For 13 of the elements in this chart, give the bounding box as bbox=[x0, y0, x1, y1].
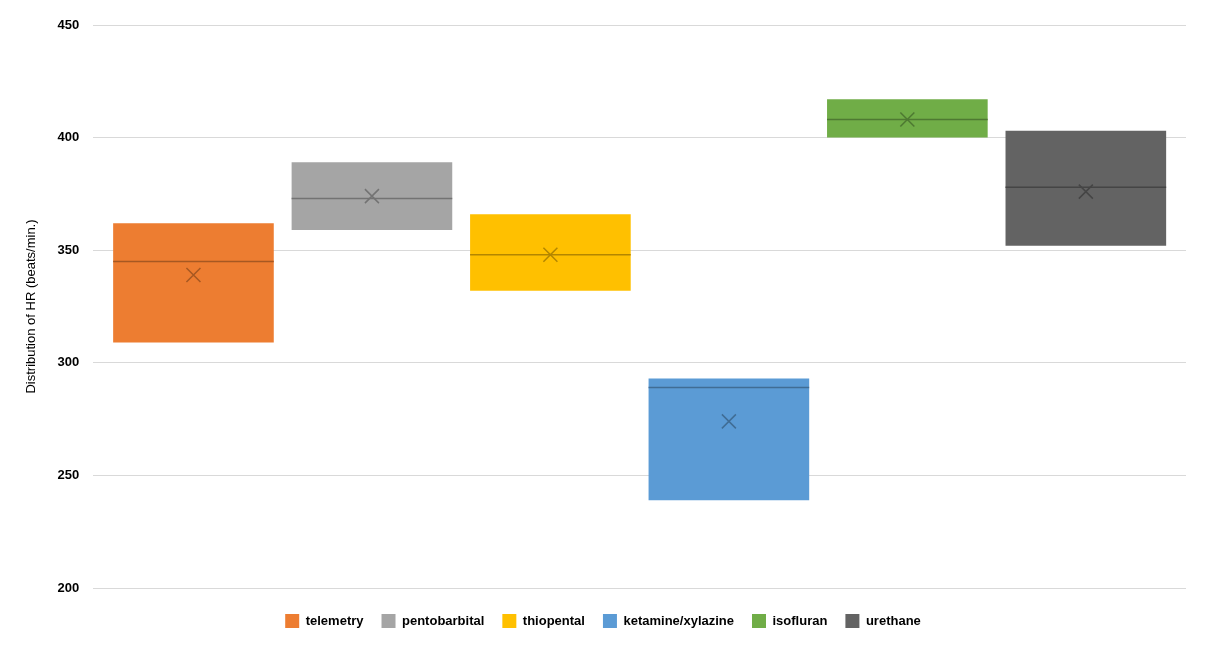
legend-label: telemetry bbox=[305, 612, 365, 628]
y-tick-label: 200 bbox=[57, 579, 80, 595]
legend-label: ketamine/xylazine bbox=[623, 612, 735, 628]
legend-label: pentobarbital bbox=[402, 612, 485, 628]
y-tick-label: 400 bbox=[57, 129, 80, 145]
legend-label: thiopental bbox=[522, 612, 585, 628]
legend-label: urethane bbox=[865, 612, 921, 628]
y-tick-label: 350 bbox=[57, 241, 80, 257]
y-axis-title: Distribution of HR (beats/min.) bbox=[23, 219, 39, 394]
y-tick-label: 250 bbox=[57, 466, 80, 482]
y-tick-label: 300 bbox=[57, 354, 80, 370]
y-tick-label: 450 bbox=[57, 16, 80, 32]
legend-label: isofluran bbox=[772, 612, 828, 628]
